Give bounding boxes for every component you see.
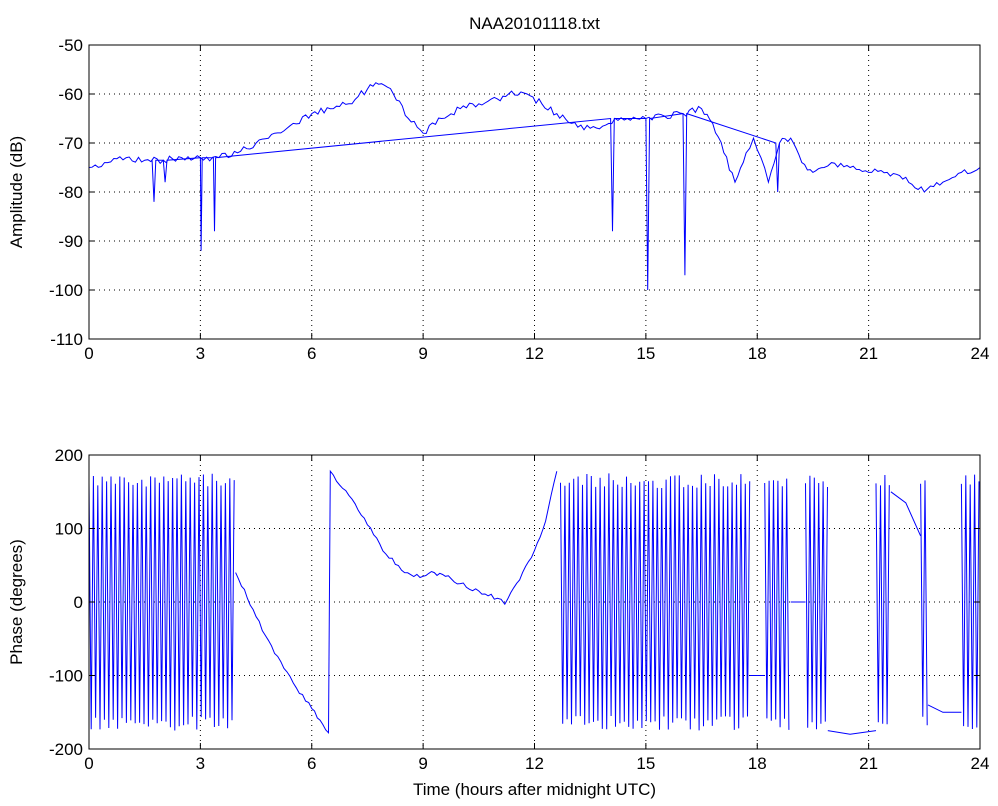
phase-wrapped-segment-6 [960,474,980,730]
phase-wrapped-segment-5 [920,480,928,726]
amplitude-xtick-label-2: 6 [307,344,316,363]
phase-series-5 [927,704,962,713]
phase-panel: 0 3 6 9 12 15 18 21 24 -200 -100 0 100 200 Time (hours… [7,446,989,799]
phase-ytick-label-1: -100 [49,667,83,686]
amplitude-xtick-label-3: 9 [418,344,427,363]
amplitude-xtick-label-7: 21 [859,344,878,363]
phase-y-axis-label: Phase (degrees) [7,539,26,665]
amplitude-ytick-label-5: -60 [58,85,83,104]
phase-xtick-label-0: 0 [84,754,93,773]
amplitude-xtick-label-4: 12 [525,344,544,363]
phase-series-3 [827,730,877,735]
phase-x-axis-label: Time (hours after midnight UTC) [413,780,656,799]
amplitude-xtick-label-0: 0 [84,344,93,363]
phase-series-0 [235,469,558,735]
phase-ytick-label-0: -200 [49,740,83,759]
amplitude-xtick-label-1: 3 [196,344,205,363]
amplitude-ytick-label-4: -70 [58,134,83,153]
amplitude-xtick-label-5: 15 [636,344,655,363]
phase-wrapped-segment-2 [764,478,790,730]
phase-ytick-label-3: 100 [55,520,83,539]
phase-ytick-label-4: 200 [55,446,83,465]
phase-xtick-label-3: 9 [418,754,427,773]
amplitude-series-0 [88,82,981,193]
amplitude-ytick-label-2: -90 [58,232,83,251]
amplitude-xtick-label-8: 24 [971,344,990,363]
phase-xtick-label-1: 3 [196,754,205,773]
phase-ytick-label-2: 0 [74,593,83,612]
amplitude-ytick-label-3: -80 [58,183,83,202]
amplitude-y-axis-label: Amplitude (dB) [7,136,26,248]
phase-xtick-label-5: 15 [636,754,655,773]
phase-wrapped-segment-1 [560,473,751,731]
phase-xtick-label-7: 21 [859,754,878,773]
amplitude-chart-title: NAA20101118.txt [469,14,600,33]
phase-series-4 [890,491,922,537]
amplitude-ytick-label-1: -100 [49,281,83,300]
amplitude-ytick-label-6: -50 [58,36,83,55]
phase-xtick-label-8: 24 [971,754,990,773]
phase-wrapped-segment-0 [88,473,235,731]
amplitude-ytick-label-0: -110 [50,330,83,349]
amplitude-panel: 0 3 6 9 12 15 18 21 24 -110 -100 -90 -80 -70 -60 -50 NAA… [7,14,989,363]
phase-wrapped-segment-4 [875,474,890,725]
phase-xtick-label-6: 18 [748,754,767,773]
amplitude-series-1 [151,112,780,291]
phase-wrapped-segment-3 [805,475,828,730]
amplitude-xtick-label-6: 18 [748,344,767,363]
phase-xtick-label-2: 6 [307,754,316,773]
phase-xtick-label-4: 12 [525,754,544,773]
